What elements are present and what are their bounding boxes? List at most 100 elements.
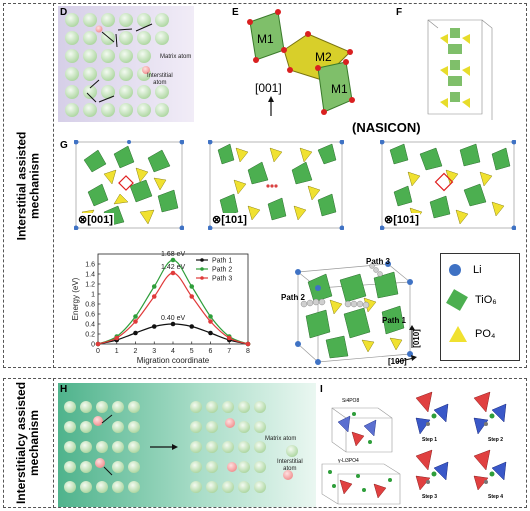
legend-label: Path 2 [212, 267, 232, 274]
data-point-1 [133, 330, 138, 336]
crystal-view-101-alt [380, 140, 516, 230]
y-tick-label: 0 [91, 342, 95, 349]
x-tick-label: 5 [190, 348, 194, 355]
data-point-3 [95, 341, 101, 347]
step-4-label: Step 4 [488, 494, 504, 500]
panel-h-interstitial-label: Interstitial atom [277, 459, 303, 472]
interstitialcy-section-frame [3, 378, 527, 508]
panel-d-figure [58, 6, 194, 122]
li-atom-icon [449, 264, 461, 276]
energy-chart: 0 1 2 3 4 5 6 7 8 0 0.2 0.4 0.6 0.8 1 1.2 1.4 1.6 Migratio… [71, 251, 251, 365]
crystal-view-001 [74, 140, 184, 230]
interstitial-atom-legend [142, 66, 150, 74]
data-point-1 [189, 324, 195, 329]
y-tick-label: 0.4 [85, 322, 95, 329]
peak-annotation: 1.42 eV [161, 264, 185, 271]
data-point-1 [208, 330, 213, 336]
po4-tetrahedron-icon [449, 326, 467, 342]
site-label-m1: M1 [257, 32, 274, 46]
y-tick-label: 1.4 [85, 272, 95, 279]
panel-d-interstitial-label: Interstitial atom [147, 73, 173, 86]
panel-h-matrix-label: Matrix atom [265, 436, 297, 442]
panel-h-letter: H [60, 384, 68, 395]
step-2-figure [473, 391, 507, 435]
x-tick-label: 3 [152, 348, 156, 355]
site-label-m2: M2 [315, 50, 332, 64]
migration-arrows [86, 23, 153, 103]
step-4-figure [473, 449, 507, 491]
y-tick-label: 1.2 [85, 282, 95, 289]
data-point-3 [208, 319, 213, 324]
x-tick-label: 6 [209, 348, 213, 355]
x-tick-label: 8 [246, 348, 250, 355]
direction-label: [001] [255, 81, 282, 95]
migration-path-structure [295, 261, 417, 365]
matrix-atom-grid [65, 13, 169, 117]
view-label-101-alt: ⊗[101] [383, 213, 420, 226]
path-1-label: Path 1 [382, 316, 407, 325]
data-point-3 [133, 319, 138, 324]
panel-f-letter: F [396, 7, 403, 18]
legend-marker [200, 267, 204, 271]
y-tick-label: 0.6 [85, 312, 95, 319]
view-label-001: ⊗[001] [77, 213, 114, 226]
legend-po4: PO₄ [449, 326, 495, 342]
structure-subtitle-si4po8: Si4PO8 [342, 398, 360, 404]
x-tick-label: 4 [171, 348, 175, 355]
step-1-label: Step 1 [422, 437, 438, 443]
section-label-interstitialcy: Interstitialcy assisted mechanism [14, 381, 41, 505]
panel-e-letter: E [232, 7, 239, 18]
legend-li: Li [449, 264, 482, 276]
panel-f-figure [427, 19, 493, 120]
x-tick-label: 0 [96, 348, 100, 355]
section-divider [53, 3, 54, 368]
data-point-2 [170, 257, 176, 263]
data-point-2 [189, 284, 195, 289]
data-point-2 [208, 314, 213, 319]
peak-annotation: 0.40 eV [161, 315, 185, 322]
site-label-m1: M1 [331, 82, 348, 96]
panel-h-figure [58, 383, 316, 507]
data-point-3 [189, 294, 195, 299]
panel-e-figure [247, 9, 355, 116]
legend-label: Path 1 [212, 258, 232, 265]
step-3-label: Step 3 [422, 494, 438, 500]
data-point-2 [133, 314, 138, 319]
data-point-3 [245, 341, 251, 347]
path-2-label: Path 2 [281, 293, 306, 302]
axis-label-100: [100] [388, 357, 407, 366]
path-3-label: Path 3 [366, 257, 391, 266]
legend-label: Path 3 [212, 276, 232, 283]
crystal-chain [448, 28, 462, 102]
y-tick-label: 1 [91, 292, 95, 299]
peak-annotation: 1.68 eV [161, 251, 185, 258]
panel-i-structures [321, 407, 401, 505]
structure-subtitle-li3po4: γ-Li3PO4 [338, 458, 359, 464]
view-label-101: ⊗[101] [211, 213, 248, 226]
y-axis-label: Energy (eV) [71, 277, 80, 320]
data-point-3 [170, 270, 176, 276]
legend-box: Li TiO₆ PO₄ [440, 253, 520, 361]
panel-i-letter: I [320, 384, 323, 395]
nasicon-caption: (NASICON) [352, 120, 421, 135]
axis-label-010: [010] [411, 329, 421, 348]
oxygen-atoms [247, 9, 355, 115]
data-point-3 [114, 335, 120, 341]
panel-d-letter: D [60, 7, 68, 18]
data-point-1 [170, 321, 176, 327]
panel-i-steps [415, 391, 507, 491]
x-tick-label: 2 [134, 348, 138, 355]
interstitial-atom [95, 25, 103, 33]
step-3-figure [415, 449, 449, 491]
section-divider [53, 378, 54, 508]
y-tick-label: 1.6 [85, 262, 95, 269]
legend-marker [200, 258, 204, 262]
tio6-octahedron-icon [446, 289, 468, 311]
data-point-3 [226, 335, 232, 341]
data-point-3 [151, 294, 157, 299]
y-tick-label: 0.8 [85, 302, 95, 309]
panel-d-matrix-label: Matrix atom [160, 54, 192, 60]
x-tick-label: 7 [227, 348, 231, 355]
y-tick-label: 0.2 [85, 332, 95, 339]
x-tick-label: 1 [115, 348, 119, 355]
